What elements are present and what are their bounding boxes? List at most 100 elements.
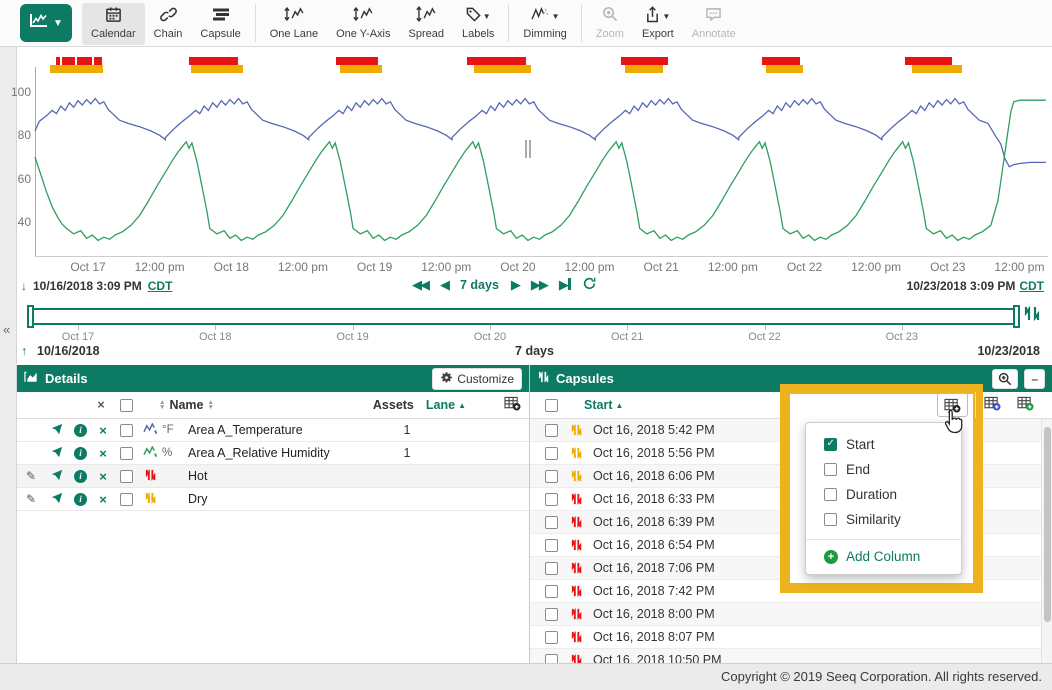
step-backward-button[interactable]: ◀ xyxy=(440,277,450,292)
dropdown-option-similarity[interactable]: Similarity xyxy=(806,507,961,532)
details-row[interactable]: i ×% Area A_Relative Humidity 1 xyxy=(17,442,529,465)
remove-icon[interactable]: × xyxy=(99,422,107,438)
sort-icon[interactable]: ▲ ▼ xyxy=(159,399,166,411)
row-checkbox[interactable] xyxy=(120,492,133,506)
toolbar-button-labels[interactable]: ▼ Labels xyxy=(453,3,503,45)
info-icon[interactable]: i xyxy=(74,446,87,460)
hot-capsule-bar xyxy=(905,57,952,65)
capsules-col-start[interactable]: Start xyxy=(584,398,613,412)
time-range-nav: ↓ 10/16/2018 3:09 PM CDT ◀◀ ◀ 7 days ▶ ▶… xyxy=(17,276,1052,298)
capsule-checkbox[interactable] xyxy=(545,492,558,506)
option-checkbox[interactable] xyxy=(824,513,837,526)
edit-icon[interactable]: ✎ xyxy=(25,492,37,506)
range-duration-label[interactable]: 7 days xyxy=(460,278,499,292)
item-name: Area A_Relative Humidity xyxy=(188,446,330,460)
remove-icon[interactable]: × xyxy=(99,468,107,484)
details-row[interactable]: ✎ i × Hot xyxy=(17,465,529,488)
capsules-add-column-button[interactable] xyxy=(937,393,968,417)
option-checkbox[interactable] xyxy=(824,463,837,476)
timeline-left-handle[interactable] xyxy=(27,305,34,328)
capsule-row[interactable]: Oct 16, 2018 8:07 PM xyxy=(530,626,1052,649)
dropdown-option-duration[interactable]: Duration xyxy=(806,482,961,507)
panel-splitter-handle[interactable] xyxy=(524,140,532,158)
timezone-link-end[interactable]: CDT xyxy=(1019,279,1044,293)
scrollbar-thumb[interactable] xyxy=(1044,427,1051,622)
add-stat-column-icon[interactable] xyxy=(984,396,1001,414)
refresh-icon[interactable] xyxy=(583,277,596,293)
remove-icon[interactable]: × xyxy=(99,491,107,507)
customize-button[interactable]: Customize xyxy=(432,367,522,390)
pin-icon[interactable] xyxy=(51,492,63,507)
capsule-row[interactable]: Oct 16, 2018 10:50 PM xyxy=(530,649,1052,663)
details-row[interactable]: i × °F Area A_Temperature 1 xyxy=(17,419,529,442)
trend-chart[interactable]: 100 80 60 40 Oct 17 12:00 pm Oct 18 12:00 pm Oc… xyxy=(11,47,1052,300)
remove-all-icon[interactable]: × xyxy=(97,398,105,412)
skip-to-now-button[interactable]: ▶ xyxy=(559,277,571,293)
capsule-row[interactable]: Oct 16, 2018 7:42 PM xyxy=(530,580,1052,603)
toolbar-button-one-lane[interactable]: One Lane xyxy=(261,3,327,45)
toolbar-button-calendar[interactable]: Calendar xyxy=(82,3,145,45)
timezone-link[interactable]: CDT xyxy=(147,279,173,293)
fast-backward-button[interactable]: ◀◀ xyxy=(412,277,430,292)
dropdown-option-start[interactable]: Start xyxy=(806,432,961,457)
toolbar-button-one-y-axis[interactable]: One Y-Axis xyxy=(327,3,399,45)
option-checkbox[interactable] xyxy=(824,488,837,501)
option-checkbox[interactable] xyxy=(824,438,837,451)
worksheet-view-button[interactable]: ▼ xyxy=(20,4,72,42)
info-icon[interactable]: i xyxy=(74,492,87,506)
capsule-checkbox[interactable] xyxy=(545,607,558,621)
timeline-range-bar[interactable] xyxy=(30,308,1016,325)
toolbar-button-spread[interactable]: Spread xyxy=(400,3,453,45)
capsules-scrollbar[interactable] xyxy=(1041,419,1052,663)
details-col-lane[interactable]: Lane xyxy=(425,398,456,412)
edit-icon[interactable]: ✎ xyxy=(25,469,37,483)
step-forward-button[interactable]: ▶ xyxy=(510,277,521,292)
spread-icon xyxy=(415,5,437,27)
timeline-tick xyxy=(627,325,629,330)
details-row[interactable]: ✎ i × Dry xyxy=(17,488,529,511)
sort-icon[interactable]: ▲ ▼ xyxy=(207,399,214,411)
pin-icon[interactable] xyxy=(51,446,63,461)
details-col-assets[interactable]: Assets xyxy=(372,398,414,412)
select-all-checkbox[interactable] xyxy=(120,398,133,412)
pin-icon[interactable] xyxy=(51,423,63,438)
toolbar-button-capsule[interactable]: Capsule xyxy=(191,3,249,45)
pin-icon[interactable] xyxy=(51,469,63,484)
row-checkbox[interactable] xyxy=(120,469,133,483)
add-column-menu-item[interactable]: + Add Column xyxy=(806,549,961,564)
toolbar-button-label: Capsule xyxy=(200,28,241,40)
capsule-checkbox[interactable] xyxy=(545,538,558,552)
info-icon[interactable]: i xyxy=(74,423,87,437)
capsule-checkbox[interactable] xyxy=(545,561,558,575)
capsule-checkbox[interactable] xyxy=(545,423,558,437)
collapse-panel-icon[interactable]: « xyxy=(3,322,11,337)
capsule-checkbox[interactable] xyxy=(545,515,558,529)
hot-capsule-bar xyxy=(56,57,60,65)
remove-icon[interactable]: × xyxy=(99,445,107,461)
toolbar-button-dimming[interactable]: ▼ Dimming xyxy=(514,3,575,45)
row-checkbox[interactable] xyxy=(120,423,133,437)
add-property-column-icon[interactable] xyxy=(1017,396,1034,414)
fast-forward-button[interactable]: ▶▶ xyxy=(530,277,549,292)
collapse-capsules-icon[interactable]: – xyxy=(1024,368,1045,389)
capsule-checkbox[interactable] xyxy=(545,469,558,483)
capsule-time-icon[interactable] xyxy=(1022,305,1042,327)
toolbar-button-export[interactable]: ▼ Export xyxy=(633,3,683,45)
add-column-icon[interactable] xyxy=(504,396,521,414)
capsule-checkbox[interactable] xyxy=(545,446,558,460)
toolbar-button-chain[interactable]: Chain xyxy=(145,3,192,45)
details-col-name[interactable]: Name xyxy=(169,398,204,412)
toolbar-items: Calendar Chain Capsule One Lane One Y-Axis Sp… xyxy=(82,1,745,45)
info-icon[interactable]: i xyxy=(74,469,87,483)
header-divider xyxy=(975,392,976,418)
copyright-text: Copyright © 2019 Seeq Corporation. All r… xyxy=(720,669,1042,684)
select-all-capsules-checkbox[interactable] xyxy=(545,398,558,412)
row-checkbox[interactable] xyxy=(120,446,133,460)
capsule-checkbox[interactable] xyxy=(545,584,558,598)
capsule-checkbox[interactable] xyxy=(545,653,558,663)
zoom-to-capsule-button[interactable] xyxy=(992,368,1019,389)
dropdown-option-end[interactable]: End xyxy=(806,457,961,482)
timeline-right-handle[interactable] xyxy=(1013,305,1020,328)
capsule-checkbox[interactable] xyxy=(545,630,558,644)
capsule-row[interactable]: Oct 16, 2018 8:00 PM xyxy=(530,603,1052,626)
